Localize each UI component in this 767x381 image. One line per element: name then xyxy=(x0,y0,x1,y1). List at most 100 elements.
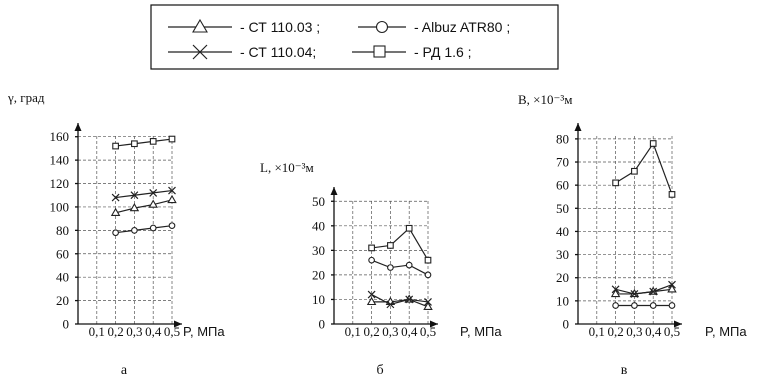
y-tick-label: 0 xyxy=(319,317,326,332)
series-line xyxy=(371,227,429,261)
x-tick-label: 0,5 xyxy=(164,324,180,339)
y-tick-label: 60 xyxy=(56,246,69,261)
circle-point xyxy=(668,302,676,309)
series-line xyxy=(371,298,429,308)
square-point xyxy=(612,179,619,187)
circle-point xyxy=(612,302,619,309)
legend: - СТ 110.03 ; - Albuz ATR80 ; - СТ 110.0… xyxy=(150,4,559,70)
y-axis-label: γ, град xyxy=(7,90,45,105)
series-line xyxy=(371,259,429,276)
legend-label: - Albuz ATR80 ; xyxy=(414,19,510,35)
square-point xyxy=(668,191,676,198)
legend-item-albuz: - Albuz ATR80 ; xyxy=(358,19,510,35)
legend-item-ct11003: - СТ 110.03 ; xyxy=(168,18,320,35)
circle-point xyxy=(149,224,157,232)
circle-point xyxy=(387,264,394,271)
y-tick-label: 30 xyxy=(312,243,325,258)
circle-point xyxy=(112,229,119,237)
x-tick-label: 0,2 xyxy=(107,324,123,339)
square-marker-icon xyxy=(373,45,386,58)
y-tick-label: 40 xyxy=(312,218,325,233)
legend-item-ct11004: - СТ 110.04; xyxy=(168,44,316,60)
chart-c: 0 10 20 30 40 50 60 70 80 0,1 0,2 0,3 0,4 0,5 P, МПа B,… xyxy=(518,92,747,378)
y-tick-label: 70 xyxy=(556,155,569,170)
y-tick-label: 160 xyxy=(50,129,70,144)
square-point xyxy=(405,224,413,232)
series-line xyxy=(115,138,173,147)
circle-point xyxy=(131,227,138,234)
cross-point xyxy=(149,188,158,197)
cross-point xyxy=(130,191,139,200)
x-tick-label: 0,3 xyxy=(382,324,398,339)
x-axis-label: P, МПа xyxy=(183,324,225,339)
y-tick-label: 50 xyxy=(556,201,569,216)
triangle-point xyxy=(167,194,177,204)
x-tick-label: 0,4 xyxy=(401,324,418,339)
x-arrow-icon xyxy=(174,320,182,328)
legend-label: - СТ 110.04; xyxy=(240,44,316,60)
y-tick-label: 20 xyxy=(556,270,569,285)
y-tick-label: 0 xyxy=(63,317,70,332)
circle-point xyxy=(631,302,638,309)
triangle-point xyxy=(667,284,677,293)
legend-frame xyxy=(150,4,559,70)
y-tick-label: 20 xyxy=(312,267,325,282)
series-square xyxy=(368,224,432,264)
cross-point xyxy=(367,290,376,299)
legend-label: - СТ 110.03 ; xyxy=(240,19,320,35)
square-point xyxy=(387,242,394,249)
y-tick-label: 40 xyxy=(56,270,69,285)
cross-point xyxy=(405,295,414,304)
series-cross xyxy=(367,290,432,309)
square-point xyxy=(424,256,432,264)
x-tick-label: 0,5 xyxy=(420,324,436,339)
circle-marker-icon xyxy=(375,20,389,34)
y-tick-label: 80 xyxy=(56,223,69,238)
y-tick-label: 10 xyxy=(312,292,325,307)
cross-point xyxy=(111,193,120,202)
square-point xyxy=(131,140,138,148)
square-point xyxy=(168,135,176,143)
circle-point xyxy=(368,256,375,264)
x-arrow-icon xyxy=(430,320,438,328)
x-tick-label: 0,5 xyxy=(664,324,680,339)
x-axis-label: P, МПа xyxy=(705,324,747,339)
triangle-point xyxy=(148,199,158,208)
cross-point xyxy=(668,280,676,289)
series-line xyxy=(115,189,173,199)
y-tick-label: 10 xyxy=(556,293,569,308)
series-line xyxy=(615,142,673,195)
chart-caption: б xyxy=(376,363,383,378)
triangle-point xyxy=(610,288,621,298)
square-point xyxy=(368,244,375,252)
y-arrow-icon xyxy=(74,123,82,131)
y-arrow-icon xyxy=(330,187,338,195)
circle-point xyxy=(424,271,432,279)
y-tick-label: 140 xyxy=(50,153,70,168)
chart-caption: а xyxy=(121,363,128,378)
series-square xyxy=(612,140,676,198)
cross-point xyxy=(630,289,639,298)
series-triangle xyxy=(110,194,177,216)
y-arrow-icon xyxy=(574,123,582,131)
square-point xyxy=(631,167,638,175)
x-tick-label: 0,4 xyxy=(645,324,662,339)
cross-point xyxy=(649,287,658,296)
cross-point xyxy=(611,285,620,294)
x-arrow-icon xyxy=(674,320,682,328)
series-line xyxy=(115,199,173,214)
circle-point xyxy=(405,261,413,269)
y-tick-label: 120 xyxy=(50,176,70,191)
series-cross xyxy=(611,280,676,298)
triangle-point xyxy=(423,301,433,310)
cross-point xyxy=(168,186,176,195)
y-tick-label: 30 xyxy=(556,247,569,262)
series-cross xyxy=(111,186,176,202)
triangle-marker-icon xyxy=(192,18,208,33)
legend-item-rd16: - РД 1.6 ; xyxy=(352,44,472,60)
triangle-point xyxy=(110,207,121,216)
chart-b: 0 10 20 30 40 50 0,1 0,2 0,3 0,4 0,5 P, МПа L, ×10⁻³… xyxy=(260,160,502,378)
x-tick-label: 0,2 xyxy=(607,324,623,339)
series-line xyxy=(371,294,429,306)
